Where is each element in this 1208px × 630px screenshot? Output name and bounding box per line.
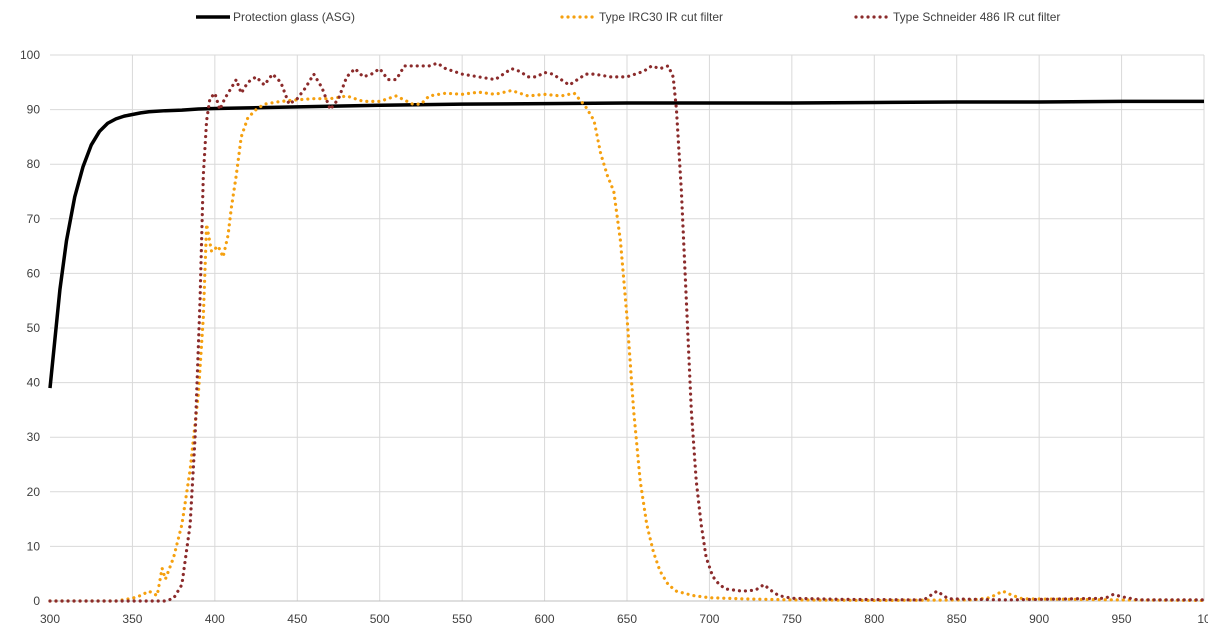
x-tick-label: 400 [205, 612, 225, 626]
x-tick-label: 500 [370, 612, 390, 626]
x-tick-label: 350 [122, 612, 142, 626]
x-tick-label: 700 [699, 612, 719, 626]
y-tick-label: 100 [20, 48, 40, 62]
x-tick-label: 900 [1029, 612, 1049, 626]
x-tick-labels: 300 350 400 450 500 550 600 650 700 750 800 850 900 9… [40, 612, 1208, 626]
y-tick-label: 0 [33, 594, 40, 608]
y-tick-label: 60 [27, 266, 41, 280]
x-tick-label: 750 [782, 612, 802, 626]
y-tick-label: 70 [27, 212, 41, 226]
series-line-3 [48, 61, 1206, 603]
y-tick-label: 80 [27, 157, 41, 171]
legend-label-3: Type Schneider 486 IR cut filter [893, 10, 1060, 24]
y-tick-label: 50 [27, 321, 41, 335]
x-tick-label: 10 [1197, 612, 1208, 626]
x-tick-label: 850 [947, 612, 967, 626]
x-tick-label: 600 [535, 612, 555, 626]
legend-label-2: Type IRC30 IR cut filter [599, 10, 723, 24]
grid [50, 54, 1205, 601]
x-tick-label: 650 [617, 612, 637, 626]
y-tick-label: 10 [27, 539, 41, 553]
x-tick-label: 550 [452, 612, 472, 626]
legend: Protection glass (ASG) Type IRC30 IR cut … [196, 10, 1060, 24]
series-line-2 [48, 88, 1206, 603]
y-tick-label: 30 [27, 430, 41, 444]
y-tick-label: 40 [27, 376, 41, 390]
x-tick-label: 450 [287, 612, 307, 626]
y-tick-label: 20 [27, 485, 41, 499]
x-tick-label: 800 [864, 612, 884, 626]
y-tick-labels: 0 10 20 30 40 50 60 70 80 90 100 [20, 48, 40, 608]
x-tick-label: 950 [1112, 612, 1132, 626]
series-line-1 [48, 99, 1204, 389]
y-tick-label: 90 [27, 103, 41, 117]
legend-label-1: Protection glass (ASG) [233, 10, 355, 24]
plot-area [48, 61, 1206, 603]
x-tick-label: 300 [40, 612, 60, 626]
